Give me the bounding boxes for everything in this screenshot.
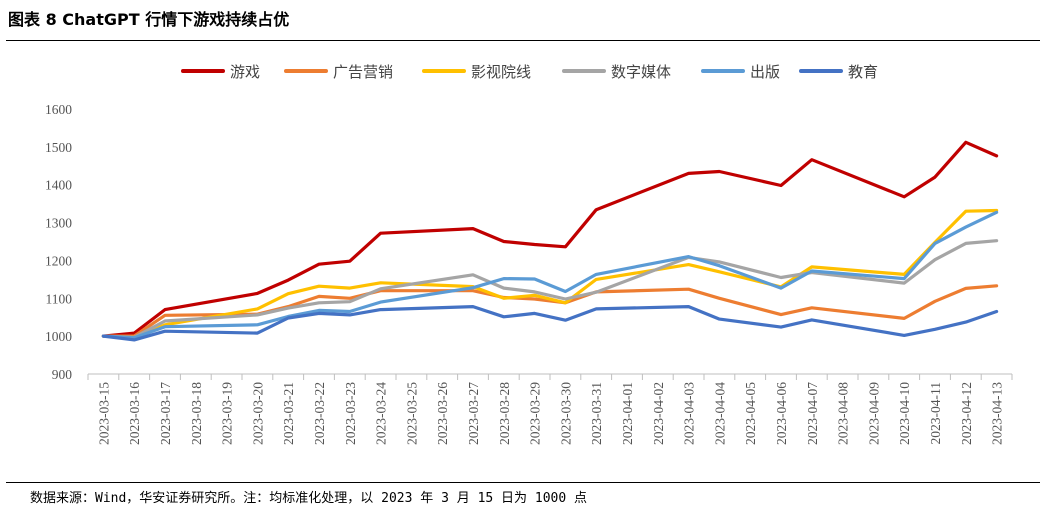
- source-rule: [6, 482, 1040, 483]
- legend-label: 数字媒体: [611, 63, 671, 81]
- series-line-3: [101, 239, 999, 339]
- legend-label: 广告营销: [333, 63, 393, 81]
- y-axis: 900 1000 1100 1200 1300 1400 1500 1600: [45, 102, 72, 382]
- x-tick-label: 2023-03-21: [281, 382, 296, 445]
- x-tick-label: 2023-03-24: [374, 382, 389, 445]
- x-tick-label: 2023-04-01: [620, 382, 635, 445]
- x-tick-label: 2023-04-02: [651, 382, 666, 445]
- series-line-0: [101, 140, 999, 338]
- x-tick-label: 2023-04-09: [866, 382, 881, 445]
- legend: 游戏 广告营销 影视院线 数字媒体 出版 教育: [181, 63, 878, 81]
- x-tick-label: 2023-03-17: [158, 382, 173, 445]
- y-tick-label: 1100: [46, 291, 73, 306]
- series-lines: [101, 140, 999, 342]
- title-rule: [6, 40, 1040, 41]
- legend-label: 出版: [750, 63, 780, 81]
- x-tick-label: 2023-03-25: [404, 382, 419, 445]
- x-tick-label: 2023-03-26: [435, 382, 450, 445]
- legend-label: 教育: [848, 63, 878, 81]
- series-line-4: [101, 210, 999, 340]
- x-tick-label: 2023-03-20: [250, 382, 265, 445]
- x-tick-label: 2023-03-31: [589, 382, 604, 445]
- chart-title: 图表 8 ChatGPT 行情下游戏持续占优: [8, 10, 290, 29]
- y-tick-label: 1400: [45, 178, 72, 193]
- x-tick-label: 2023-04-11: [928, 382, 943, 445]
- x-tick-label: 2023-03-28: [497, 382, 512, 445]
- x-tick-label: 2023-04-03: [682, 382, 697, 445]
- x-tick-label: 2023-04-10: [897, 382, 912, 445]
- x-tick-label: 2023-04-08: [836, 382, 851, 445]
- x-tick-label: 2023-03-15: [96, 382, 111, 445]
- x-tick-label: 2023-03-27: [466, 382, 481, 445]
- x-tick-label: 2023-03-16: [127, 382, 142, 445]
- x-tick-label: 2023-04-06: [774, 382, 789, 445]
- series-line-5: [101, 305, 999, 342]
- source-note: 数据来源：Wind，华安证券研究所。注：均标准化处理，以 2023 年 3 月 …: [30, 491, 588, 506]
- x-tick-label: 2023-03-19: [220, 382, 235, 445]
- series-line-2: [101, 208, 999, 339]
- legend-label: 影视院线: [471, 63, 531, 81]
- x-tick-label: 2023-03-18: [189, 382, 204, 445]
- x-tick-label: 2023-04-13: [990, 382, 1005, 445]
- x-tick-label: 2023-03-22: [312, 382, 327, 445]
- legend-label: 游戏: [230, 63, 260, 81]
- x-tick-label: 2023-04-05: [743, 382, 758, 445]
- x-axis: 2023-03-15 2023-03-16 2023-03-17 2023-03-18…: [87, 373, 1013, 445]
- y-tick-label: 1000: [45, 329, 72, 344]
- y-tick-label: 1500: [45, 140, 72, 155]
- y-tick-label: 1600: [45, 102, 72, 117]
- y-tick-label: 900: [52, 367, 73, 382]
- x-tick-label: 2023-04-07: [805, 382, 820, 445]
- x-tick-label: 2023-04-12: [959, 382, 974, 445]
- y-tick-label: 1200: [45, 253, 72, 268]
- x-tick-label: 2023-03-30: [558, 382, 573, 445]
- x-tick-label: 2023-03-29: [528, 382, 543, 445]
- y-tick-label: 1300: [45, 216, 72, 231]
- x-tick-label: 2023-03-23: [343, 382, 358, 445]
- x-tick-label: 2023-04-04: [712, 382, 727, 445]
